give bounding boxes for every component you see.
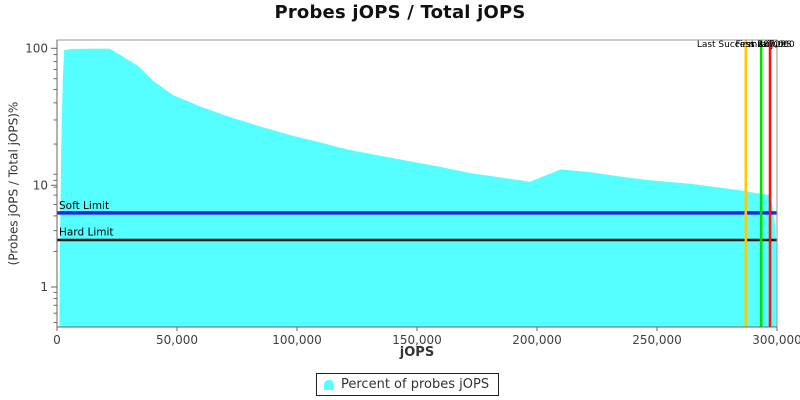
limit-label: Soft Limit [59, 200, 109, 212]
x-axis-title: jOPS [399, 345, 435, 360]
x-tick-label: 50,000 [156, 333, 198, 347]
legend: Percent of probes jOPS [316, 373, 500, 396]
max-jops-label: max jOPS [748, 40, 791, 50]
chart-title: Probes jOPS / Total jOPS [274, 2, 526, 23]
y-tick-label: 100 [25, 41, 48, 55]
legend-label: Percent of probes jOPS [341, 377, 490, 392]
x-tick-label: 150,000 [392, 333, 442, 347]
x-tick-label: 250,000 [632, 333, 682, 347]
x-tick-label: 0 [53, 333, 61, 347]
area-swatch-icon [324, 379, 334, 390]
y-axis-title: (Probes jOPS / Total jOPS)% [6, 101, 21, 266]
y-tick-label: 1 [40, 280, 48, 294]
x-tick-label: 100,000 [272, 333, 322, 347]
last-success-label: Last Success 287,000 [697, 40, 795, 50]
y-tick-label: 10 [33, 178, 48, 192]
x-tick-label: 200,000 [512, 333, 562, 347]
first-failure-label: First Failure [735, 40, 787, 50]
series-area [59, 48, 777, 327]
limit-label: Hard Limit [59, 227, 114, 239]
x-tick-label: 300,000 [752, 333, 800, 347]
